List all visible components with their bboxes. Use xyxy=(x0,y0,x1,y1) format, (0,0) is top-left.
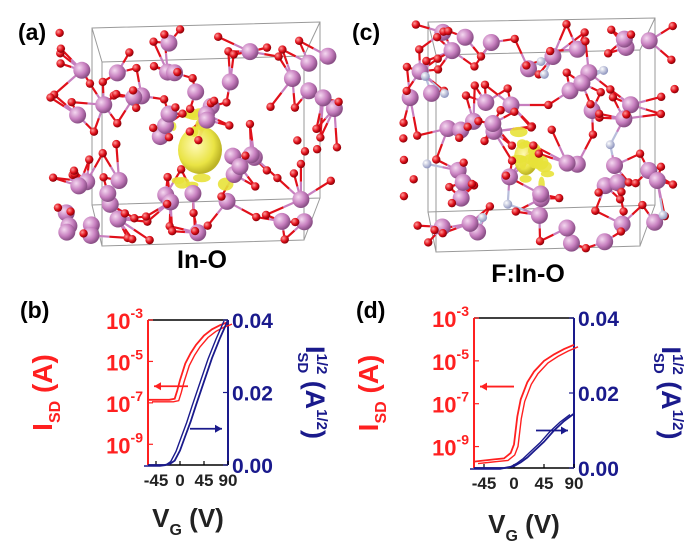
y-right-axis-title: I1/2SD (A1/2) xyxy=(294,346,330,439)
y-left-tick-label: 10-7 xyxy=(432,389,469,418)
x-axis-title: VG (V) xyxy=(152,503,224,539)
y-left-axis-title: ISD (A) xyxy=(353,355,390,432)
series-isd-sqrt-reverse xyxy=(144,320,225,467)
y-right-tick-label: 0.04 xyxy=(578,308,619,331)
y-left-tick-label: 10-3 xyxy=(432,303,469,332)
panel-b: (b) -45 0 45 90 10-3 10-5 10-7 10-9 0.04 0.02 0.00… xyxy=(20,297,330,539)
panel-a-label: (a) xyxy=(18,19,46,45)
x-tick-label: 0 xyxy=(175,471,184,490)
y-right-tick-label: 0.04 xyxy=(232,310,273,333)
transfer-chart-b: -45 0 45 90 10-3 10-5 10-7 10-9 0.04 0.02 0.00 ISD … xyxy=(27,305,330,539)
panel-a-caption: In-O xyxy=(177,246,227,274)
y-left-tick-label: 10-9 xyxy=(106,429,143,458)
series-isd-log-reverse xyxy=(477,346,579,465)
y-left-tick-label: 10-7 xyxy=(106,388,143,417)
crystal-structure-f-in-o xyxy=(399,20,679,253)
y-left-tick-label: 10-5 xyxy=(432,346,469,375)
series-isd-log-forward xyxy=(148,321,229,401)
arrow-to-left-axis-head xyxy=(154,382,161,391)
x-tick-label: -45 xyxy=(472,474,497,493)
panel-d: (d) -45 0 45 90 10-3 10-5 10-7 10-9 0.04 0.02 0.00… xyxy=(353,297,686,545)
x-axis-title: VG (V) xyxy=(488,509,560,545)
x-tick-label: -45 xyxy=(144,471,169,490)
x-tick-label: 45 xyxy=(535,474,554,493)
y-right-tick-label: 0.00 xyxy=(578,458,619,481)
arrow-to-left-axis-head xyxy=(480,382,487,391)
charge-density-isosurface xyxy=(509,126,555,193)
y-right-tick-label: 0.00 xyxy=(232,455,273,478)
panel-d-label: (d) xyxy=(356,297,385,323)
arrow-to-right-axis-head xyxy=(561,426,568,435)
series-isd-log-reverse xyxy=(152,323,233,403)
panel-c-label: (c) xyxy=(352,19,380,45)
crystal-structure-in-o xyxy=(46,25,343,245)
panel-b-label: (b) xyxy=(20,297,49,323)
y-right-axis-title: I1/2SD (A1/2) xyxy=(650,346,686,439)
y-left-tick-label: 10-5 xyxy=(106,346,143,375)
y-left-axis-title: ISD (A) xyxy=(27,354,64,431)
panel-a: (a) In-O xyxy=(18,19,343,274)
transfer-chart-d: -45 0 45 90 10-3 10-5 10-7 10-9 0.04 0.02 0.00 ISD … xyxy=(353,303,686,545)
y-left-tick-label: 10-3 xyxy=(106,305,143,334)
panel-c-caption: F:In-O xyxy=(491,260,565,288)
series-isd-sqrt-forward xyxy=(474,412,575,469)
x-tick-label: 45 xyxy=(195,471,214,490)
y-right-tick-label: 0.02 xyxy=(232,383,273,406)
x-tick-label: 90 xyxy=(219,471,238,490)
atoms xyxy=(46,25,343,245)
atoms xyxy=(399,20,679,253)
x-tick-label: 90 xyxy=(565,474,584,493)
panel-c: (c) F:In-O xyxy=(352,17,679,288)
y-left-tick-label: 10-9 xyxy=(432,432,469,461)
x-tick-label: 0 xyxy=(509,474,518,493)
arrow-to-right-axis-head xyxy=(215,424,222,433)
series-isd-sqrt-forward xyxy=(148,319,229,466)
y-right-tick-label: 0.02 xyxy=(578,383,619,406)
series-isd-log-forward xyxy=(473,343,575,463)
